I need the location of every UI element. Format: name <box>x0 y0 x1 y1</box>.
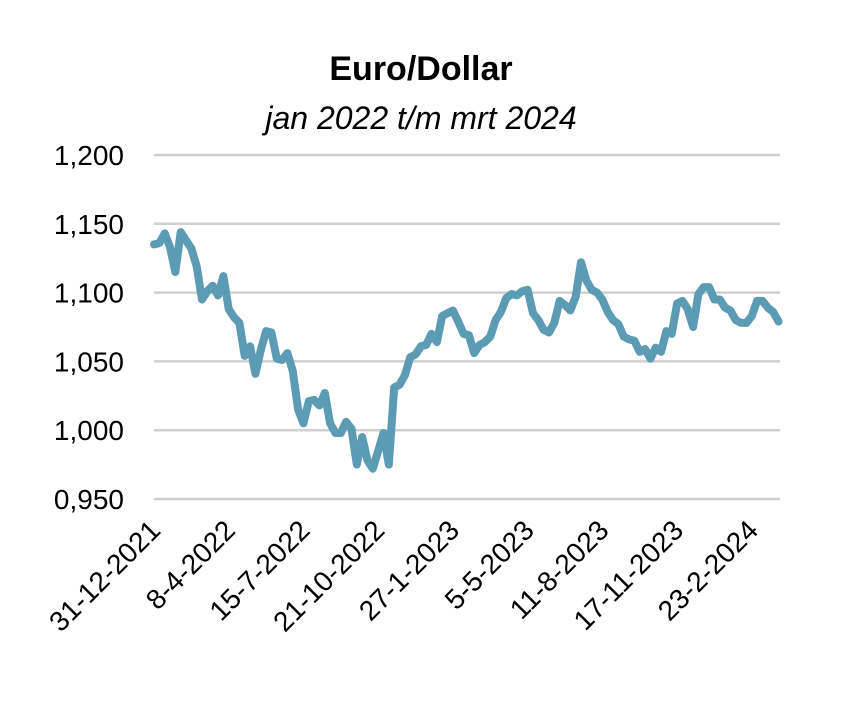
series-line <box>150 228 783 473</box>
y-tick-label: 1,000 <box>54 415 124 446</box>
series-layer <box>150 228 783 473</box>
y-tick-label: 1,150 <box>54 209 124 240</box>
x-tick-label: 31-12-2021 <box>43 514 166 637</box>
y-tick-label: 1,050 <box>54 346 124 377</box>
chart-title: Euro/Dollar <box>329 50 513 88</box>
y-tick-label: 0,950 <box>54 484 124 515</box>
y-tick-label: 1,100 <box>54 278 124 309</box>
y-tick-label: 1,200 <box>54 140 124 171</box>
chart-subtitle: jan 2022 t/m mrt 2024 <box>265 100 577 136</box>
gridlines <box>154 153 780 501</box>
y-axis-tick-labels: 0,950 1,000 1,050 1,100 1,150 1,200 <box>54 140 124 515</box>
x-axis-tick-labels: 31-12-20218-4-202215-7-202221-10-202227-… <box>43 514 764 637</box>
